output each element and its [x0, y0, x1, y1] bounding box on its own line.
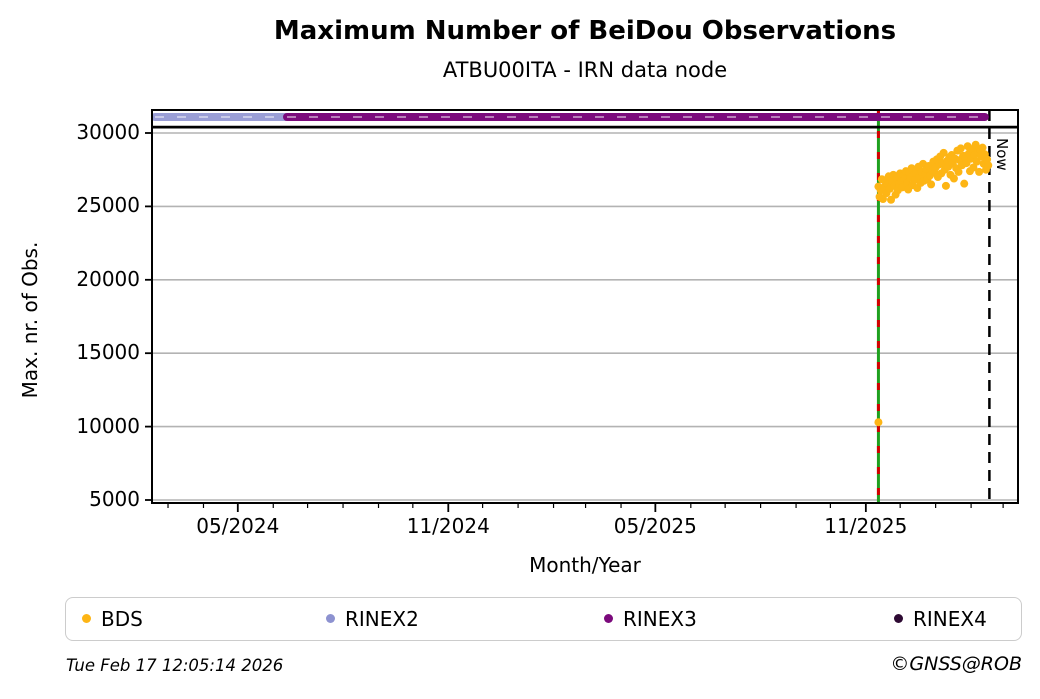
legend-label: RINEX3 [623, 606, 697, 631]
scatter-point-bds [949, 174, 958, 183]
x-tick-label: 05/2024 [196, 514, 280, 538]
y-tick-label: 30000 [76, 120, 140, 144]
legend-dot-rinex2 [326, 614, 335, 623]
legend-item-rinex3: RINEX3 [604, 598, 697, 639]
y-tick-label: 5000 [89, 487, 140, 511]
x-tick-label: 05/2025 [613, 514, 697, 538]
scatter-point-bds [971, 140, 980, 149]
y-tick-label: 20000 [76, 266, 140, 291]
chart-title: Maximum Number of BeiDou Observations [273, 16, 897, 46]
scatter-point-bds [927, 180, 936, 189]
legend-label: BDS [101, 606, 143, 631]
legend-item-bds: BDS [82, 598, 143, 639]
scatter-point-bds [879, 195, 888, 204]
scatter-point-bds [972, 157, 981, 166]
now-line-label: Now [993, 138, 1011, 171]
copyright: ©GNSS@ROB [890, 653, 1022, 675]
scatter-point-bds [978, 143, 987, 152]
scatter-point-bds [984, 161, 993, 170]
y-tick-label: 10000 [76, 413, 140, 438]
y-tick-label: 15000 [76, 340, 140, 365]
legend-dot-rinex4 [894, 614, 903, 623]
legend: BDS RINEX2 RINEX3 RINEX4 [65, 597, 1022, 641]
x-tick-label: 11/2024 [406, 514, 490, 538]
y-tick-label: 25000 [76, 193, 140, 218]
scatter-point-bds [956, 144, 965, 153]
x-tick-label: 11/2025 [824, 514, 908, 538]
scatter-point-bds [939, 148, 948, 157]
y-axis-label: Max. nr. of Obs. [18, 241, 42, 399]
legend-dot-rinex3 [604, 614, 613, 623]
scatter-point-bds [969, 163, 978, 172]
scatter-point-bds [874, 418, 883, 427]
plot-timestamp: Tue Feb 17 12:05:14 2026 [66, 656, 284, 675]
legend-dot-bds [82, 614, 91, 623]
scatter-point-bds [975, 167, 984, 176]
chart-subtitle: ATBU00ITA - IRN data node [442, 58, 728, 82]
legend-item-rinex4: RINEX4 [894, 598, 987, 639]
plot-border [151, 109, 1019, 504]
scatter-point-bds [954, 167, 963, 176]
legend-item-rinex2: RINEX2 [326, 598, 419, 639]
legend-label: RINEX4 [913, 606, 987, 631]
scatter-point-bds [941, 181, 950, 190]
x-axis-label: Month/Year [529, 553, 641, 577]
legend-label: RINEX2 [345, 606, 419, 631]
scatter-point-bds [887, 195, 896, 204]
scatter-point-bds [960, 179, 969, 188]
